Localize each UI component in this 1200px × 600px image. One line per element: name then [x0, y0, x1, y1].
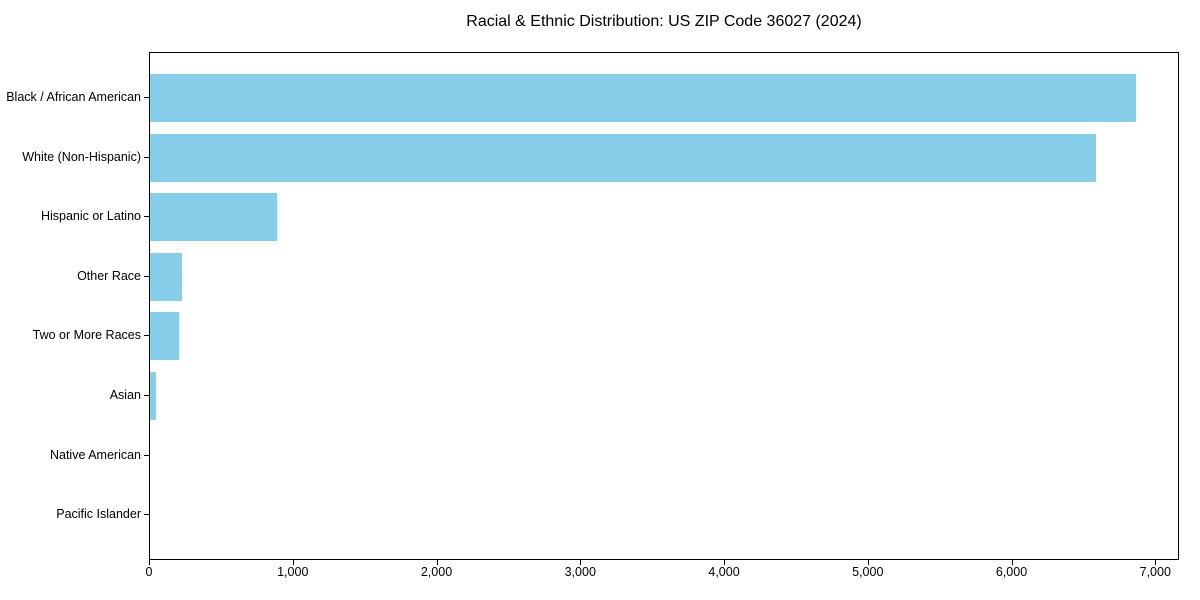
- y-tick-mark: [144, 216, 149, 218]
- y-tick-label: Pacific Islander: [56, 507, 141, 522]
- y-tick-label: Black / African American: [6, 90, 141, 104]
- x-tick-mark: [1155, 560, 1157, 565]
- bar: [150, 372, 157, 420]
- bar: [150, 312, 180, 361]
- y-tick-mark: [144, 514, 149, 516]
- y-tick-label: Native American: [49, 447, 141, 462]
- bar: [150, 74, 1136, 122]
- plot-area: [149, 52, 1179, 560]
- x-tick-label: 4,000: [708, 565, 740, 579]
- bar: [150, 133, 1096, 182]
- y-tick-mark: [144, 335, 149, 337]
- x-tick-mark: [724, 560, 726, 565]
- bar: [150, 193, 277, 242]
- x-tick-label: 6,000: [995, 565, 1028, 579]
- y-tick-mark: [144, 395, 149, 396]
- y-tick-mark: [144, 97, 149, 98]
- x-tick-mark: [1011, 560, 1013, 565]
- y-tick-mark: [144, 275, 149, 277]
- y-tick-label: Hispanic or Latino: [40, 209, 141, 224]
- x-tick-label: 0: [145, 565, 153, 579]
- x-tick-mark: [436, 560, 438, 565]
- x-tick-label: 1,000: [277, 565, 309, 579]
- chart-title: Racial & Ethnic Distribution: US ZIP Cod…: [466, 13, 862, 30]
- x-tick-label: 5,000: [852, 565, 884, 579]
- bars: [150, 53, 1178, 559]
- bar: [150, 252, 182, 301]
- x-tick-label: 3,000: [564, 565, 596, 579]
- y-tick-label: Two or More Races: [32, 328, 141, 343]
- y-tick-mark: [144, 156, 149, 158]
- y-tick-mark: [144, 454, 149, 456]
- x-tick-mark: [580, 560, 582, 565]
- y-tick-label: Other Race: [77, 268, 141, 283]
- x-tick-mark: [867, 560, 869, 565]
- x-tick-mark: [149, 560, 150, 565]
- x-tick-label: 2,000: [420, 565, 453, 579]
- x-tick-mark: [292, 560, 294, 565]
- x-tick-label: 7,000: [1139, 565, 1171, 579]
- y-tick-label: White (Non-Hispanic): [22, 149, 141, 164]
- y-tick-label: Asian: [109, 388, 141, 402]
